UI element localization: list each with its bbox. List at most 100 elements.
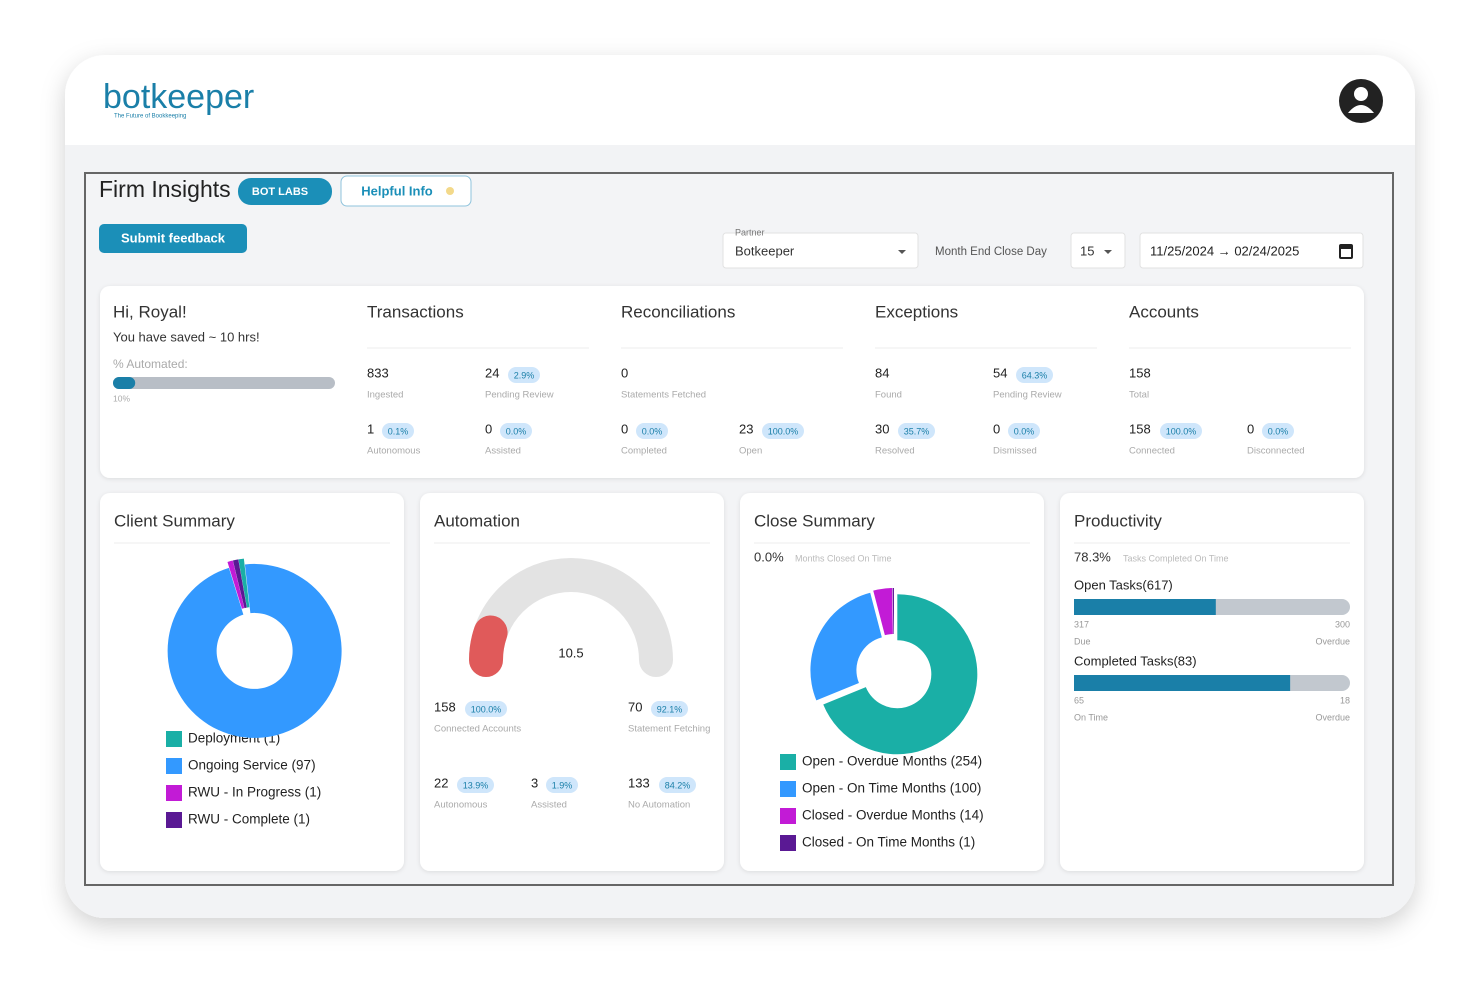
partner-value: Botkeeper xyxy=(735,243,795,258)
percent-pill-text: 84.2% xyxy=(665,780,691,790)
legend-label: RWU - Complete (1) xyxy=(188,812,310,827)
rate-value: 0.0% xyxy=(754,549,784,564)
percent-pill-text: 100.0% xyxy=(768,426,799,436)
stat-label: Total xyxy=(1129,390,1149,401)
stat-value: 833 xyxy=(367,365,389,380)
partner-select[interactable] xyxy=(722,232,919,269)
card-title: Client Summary xyxy=(114,511,235,530)
legend-swatch xyxy=(780,781,796,797)
helpful-info-button[interactable] xyxy=(340,175,472,207)
close-day-select[interactable] xyxy=(1070,232,1126,269)
stat-value: 84 xyxy=(875,365,889,380)
percent-pill-text: 0.1% xyxy=(388,426,409,436)
stat-label: Ingested xyxy=(367,390,403,401)
top-bar xyxy=(65,55,1415,145)
stat-label: Statement Fetching xyxy=(628,724,710,735)
stat-value: 30 xyxy=(875,421,889,436)
percent-pill-text: 100.0% xyxy=(1166,426,1197,436)
page-title: Firm Insights xyxy=(99,176,231,202)
legend-label: Ongoing Service (97) xyxy=(188,758,316,773)
stat-value: 0 xyxy=(1247,421,1254,436)
stat-value: 0 xyxy=(621,365,628,380)
bar-title: Completed Tasks(83) xyxy=(1074,653,1197,668)
stat-value: 24 xyxy=(485,365,499,380)
bar-left xyxy=(1074,675,1291,691)
close-day-value: 15 xyxy=(1080,243,1094,258)
donut-slice xyxy=(167,563,342,738)
percent-pill-text: 0.0% xyxy=(506,426,527,436)
legend-label: RWU - In Progress (1) xyxy=(188,785,321,800)
card-title: Close Summary xyxy=(754,511,875,530)
percent-pill-text: 13.9% xyxy=(463,780,489,790)
percent-pill xyxy=(1008,423,1040,439)
percent-pill-text: 100.0% xyxy=(471,704,502,714)
stat-value: 3 xyxy=(531,775,538,790)
stat-label: Connected Accounts xyxy=(434,724,521,735)
stat-label: Assisted xyxy=(485,446,521,457)
badge[interactable] xyxy=(238,178,332,205)
stat-value: 23 xyxy=(739,421,753,436)
percent-pill xyxy=(508,367,540,383)
rate-label: Months Closed On Time xyxy=(795,553,892,563)
percent-pill-text: 0.0% xyxy=(1014,426,1035,436)
stat-label: Completed xyxy=(621,446,667,457)
card xyxy=(100,493,404,871)
stat-value: 70 xyxy=(628,699,642,714)
rate-value: 78.3% xyxy=(1074,549,1111,564)
stat-label: No Automation xyxy=(628,800,690,811)
percent-pill xyxy=(382,423,414,439)
stat-value: 22 xyxy=(434,775,448,790)
percent-pill-text: 92.1% xyxy=(657,704,683,714)
logo[interactable]: botkeeper xyxy=(103,78,254,116)
date-range-picker[interactable] xyxy=(1139,232,1364,269)
greeting: Hi, Royal! xyxy=(113,302,187,321)
bar-left-value: 65 xyxy=(1074,695,1084,705)
percent-pill-text: 64.3% xyxy=(1022,370,1048,380)
percent-pill xyxy=(546,777,578,793)
percent-pill xyxy=(659,777,696,793)
stat-label: Statements Fetched xyxy=(621,390,706,401)
automated-track xyxy=(113,377,335,389)
bar-title: Open Tasks(617) xyxy=(1074,577,1173,592)
bulb-icon xyxy=(446,187,454,195)
legend-swatch xyxy=(166,731,182,747)
percent-pill xyxy=(651,701,688,717)
stat-label: Resolved xyxy=(875,446,915,457)
percent-pill xyxy=(457,777,494,793)
stat-label: Dismissed xyxy=(993,446,1037,457)
bar-right-label: Overdue xyxy=(1315,636,1350,646)
section-title: Transactions xyxy=(367,302,464,321)
feedback-button[interactable] xyxy=(99,224,247,253)
rate-label: Tasks Completed On Time xyxy=(1123,553,1229,563)
bar-left-value: 317 xyxy=(1074,619,1089,629)
donut-slice xyxy=(227,560,245,609)
section-title: Accounts xyxy=(1129,302,1199,321)
percent-pill-text: 0.0% xyxy=(1268,426,1289,436)
stat-label: Connected xyxy=(1129,446,1175,457)
donut-slice xyxy=(873,588,893,636)
feedback-text: Submit feedback xyxy=(121,230,226,245)
user-avatar[interactable] xyxy=(1339,79,1383,123)
stat-label: Autonomous xyxy=(367,446,421,457)
donut-slice xyxy=(823,594,978,755)
percent-pill xyxy=(898,423,935,439)
stat-value: 158 xyxy=(434,699,456,714)
percent-pill xyxy=(1016,367,1053,383)
bar-right-label: Overdue xyxy=(1315,712,1350,722)
stat-label: Found xyxy=(875,390,902,401)
percent-pill-text: 2.9% xyxy=(514,370,535,380)
bar-right-value: 300 xyxy=(1335,619,1350,629)
stat-value: 0 xyxy=(485,421,492,436)
summary-card xyxy=(100,286,1364,478)
legend-label: Closed - On Time Months (1) xyxy=(802,835,975,850)
bar-left-label: On Time xyxy=(1074,712,1108,722)
stat-value: 0 xyxy=(621,421,628,436)
card-title: Productivity xyxy=(1074,511,1162,530)
card-title: Automation xyxy=(434,511,520,530)
legend-label: Open - On Time Months (100) xyxy=(802,781,981,796)
percent-pill-text: 1.9% xyxy=(552,780,573,790)
legend-label: Closed - Overdue Months (14) xyxy=(802,808,984,823)
close-day-label: Month End Close Day xyxy=(935,246,1047,258)
